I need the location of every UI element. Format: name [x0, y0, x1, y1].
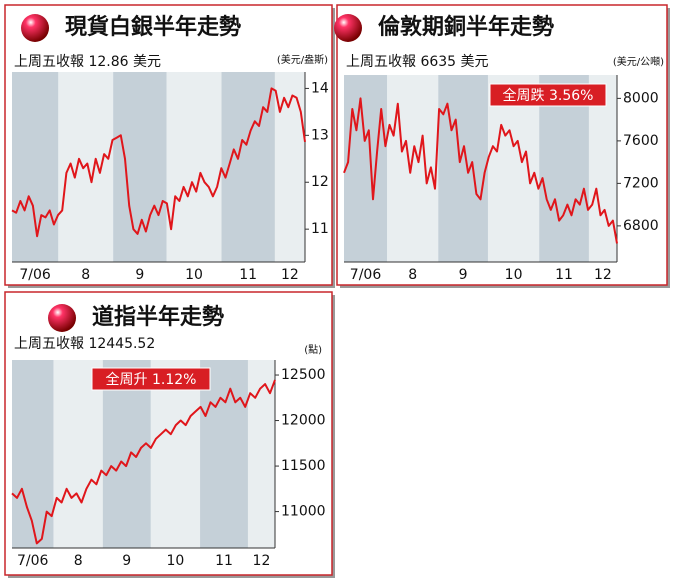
unit-label: (點) [304, 343, 322, 356]
month-band [102, 360, 151, 548]
x-tick-label: 8 [74, 553, 83, 569]
month-band [12, 72, 59, 262]
x-tick-label: 7/06 [350, 267, 382, 283]
price-line [11, 87, 306, 238]
y-tick-label: 14 [311, 80, 329, 96]
y-tick-label: 7600 [623, 133, 659, 149]
x-tick-label: 11 [239, 267, 257, 283]
annotation: 全周升 1.12% [106, 371, 197, 388]
y-tick-label: 7200 [623, 175, 659, 191]
price-line [11, 379, 276, 545]
y-tick-label: 11 [311, 221, 329, 237]
y-tick-label: 11000 [281, 504, 326, 520]
x-tick-label: 9 [135, 267, 144, 283]
y-tick-label: 6800 [623, 218, 659, 234]
y-tick-label: 13 [311, 127, 329, 143]
x-tick-label: 10 [505, 267, 523, 283]
x-tick-label: 8 [81, 267, 90, 283]
x-tick-label: 10 [166, 553, 184, 569]
month-band [113, 72, 167, 262]
x-tick-label: 11 [215, 553, 233, 569]
y-tick-label: 12000 [281, 413, 326, 429]
y-tick-label: 8000 [623, 90, 659, 106]
month-band [12, 360, 54, 548]
x-tick-label: 12 [281, 267, 299, 283]
chart-title: 道指半年走勢 [92, 304, 224, 330]
subtitle: 上周五收報 12445.52 [14, 336, 155, 352]
chart-title: 倫敦期銅半年走勢 [378, 14, 554, 40]
x-tick-label: 9 [459, 267, 468, 283]
title-ball [334, 14, 362, 42]
x-tick-label: 12 [253, 553, 271, 569]
unit-label: (美元/盎斯) [277, 53, 328, 66]
x-tick-label: 9 [122, 553, 131, 569]
title-ball [48, 304, 76, 332]
subtitle: 上周五收報 12.86 美元 [14, 54, 161, 70]
subtitle: 上周五收報 6635 美元 [346, 54, 489, 70]
y-tick-label: 12500 [281, 367, 326, 383]
annotation: 全周跌 3.56% [503, 87, 594, 104]
title-ball [21, 14, 49, 42]
x-tick-label: 12 [594, 267, 612, 283]
annotation-box [489, 83, 607, 107]
y-tick-label: 11500 [281, 458, 326, 474]
price-line [343, 97, 618, 244]
month-band [438, 75, 488, 262]
y-tick-label: 12 [311, 174, 329, 190]
x-tick-label: 11 [555, 267, 573, 283]
chart-title: 現貨白銀半年走勢 [65, 14, 241, 40]
month-band [200, 360, 248, 548]
x-tick-label: 7/06 [19, 267, 51, 283]
x-tick-label: 8 [408, 267, 417, 283]
month-band [344, 75, 388, 262]
month-band [221, 72, 275, 262]
annotation-box [91, 367, 211, 391]
x-tick-label: 10 [185, 267, 203, 283]
x-tick-label: 7/06 [17, 553, 49, 569]
unit-label: (美元/公噸) [613, 55, 664, 68]
